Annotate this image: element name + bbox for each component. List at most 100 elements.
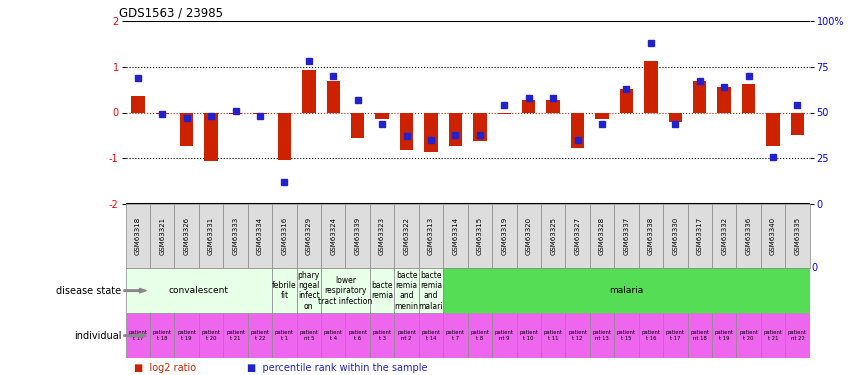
Text: GSM63319: GSM63319 <box>501 217 507 255</box>
Text: patient
t 20: patient t 20 <box>739 330 758 341</box>
Text: febrile
fit: febrile fit <box>272 281 297 300</box>
Bar <box>546 100 560 112</box>
Bar <box>253 112 267 114</box>
Bar <box>321 313 346 358</box>
Text: patient
t 3: patient t 3 <box>372 330 391 341</box>
Bar <box>272 204 296 268</box>
Text: patient
t 18: patient t 18 <box>152 330 171 341</box>
Text: bacte
remia
and
menin: bacte remia and menin <box>395 270 418 311</box>
Bar <box>156 112 169 114</box>
Bar <box>199 313 223 358</box>
Bar <box>736 313 761 358</box>
Bar <box>541 313 565 358</box>
Text: patient
nt 2: patient nt 2 <box>397 330 416 341</box>
Text: GSM63340: GSM63340 <box>770 217 776 255</box>
Bar <box>541 204 565 268</box>
Bar <box>498 112 511 114</box>
Text: patient
t 1: patient t 1 <box>275 330 294 341</box>
Bar <box>766 112 779 146</box>
Bar <box>736 204 761 268</box>
Bar <box>370 313 394 358</box>
Bar <box>346 313 370 358</box>
Text: GSM63331: GSM63331 <box>208 217 214 255</box>
Text: GSM63333: GSM63333 <box>233 217 238 255</box>
Text: phary
ngeal
infect
on: phary ngeal infect on <box>298 270 320 311</box>
Bar <box>424 112 437 153</box>
Bar <box>443 313 468 358</box>
Bar <box>620 88 633 112</box>
Text: patient
t 15: patient t 15 <box>617 330 636 341</box>
Bar <box>468 204 492 268</box>
Text: GSM63335: GSM63335 <box>794 217 800 255</box>
Text: patient
t 17: patient t 17 <box>128 330 147 341</box>
Bar <box>638 204 663 268</box>
Bar <box>761 313 785 358</box>
Text: GSM63332: GSM63332 <box>721 217 727 255</box>
Text: patient
t 11: patient t 11 <box>544 330 563 341</box>
Bar <box>351 112 365 138</box>
Bar <box>688 313 712 358</box>
Text: patient
t 7: patient t 7 <box>446 330 465 341</box>
Bar <box>174 313 199 358</box>
Bar <box>688 204 712 268</box>
Text: patient
t 8: patient t 8 <box>470 330 489 341</box>
Text: GSM63327: GSM63327 <box>575 217 580 255</box>
Bar <box>400 112 413 150</box>
Bar <box>223 313 248 358</box>
Text: GSM63334: GSM63334 <box>257 217 263 255</box>
Bar <box>296 268 321 313</box>
Text: GSM63329: GSM63329 <box>306 217 312 255</box>
Text: GDS1563 / 23985: GDS1563 / 23985 <box>119 6 223 20</box>
Bar <box>321 268 370 313</box>
Bar <box>419 204 443 268</box>
Bar <box>492 313 516 358</box>
Text: patient
nt 5: patient nt 5 <box>300 330 319 341</box>
Bar <box>126 268 272 313</box>
Text: GSM63328: GSM63328 <box>599 217 605 255</box>
Bar <box>644 61 657 112</box>
Bar <box>468 313 492 358</box>
Bar <box>321 204 346 268</box>
Bar <box>571 112 585 148</box>
Text: patient
t 14: patient t 14 <box>422 330 441 341</box>
Bar <box>272 268 296 313</box>
Bar <box>394 204 419 268</box>
Bar <box>785 204 810 268</box>
Bar <box>638 313 663 358</box>
Text: patient
t 12: patient t 12 <box>568 330 587 341</box>
Text: GSM63313: GSM63313 <box>428 217 434 255</box>
Bar <box>296 204 321 268</box>
Text: patient
t 21: patient t 21 <box>764 330 783 341</box>
Bar <box>174 204 199 268</box>
Text: patient
nt 22: patient nt 22 <box>788 330 807 341</box>
Bar <box>229 112 242 114</box>
Bar <box>516 313 541 358</box>
Bar <box>590 313 614 358</box>
Text: GSM63325: GSM63325 <box>550 217 556 255</box>
Bar <box>248 313 272 358</box>
Bar <box>375 112 389 119</box>
Text: patient
t 21: patient t 21 <box>226 330 245 341</box>
Text: malaria: malaria <box>610 286 643 295</box>
Text: patient
t 22: patient t 22 <box>250 330 269 341</box>
Bar <box>204 112 218 161</box>
Text: GSM63330: GSM63330 <box>672 217 678 255</box>
Bar <box>272 313 296 358</box>
Bar <box>590 204 614 268</box>
Text: GSM63336: GSM63336 <box>746 217 752 255</box>
Text: patient
t 19: patient t 19 <box>714 330 734 341</box>
Bar <box>126 204 150 268</box>
Bar <box>370 204 394 268</box>
Bar <box>419 268 443 313</box>
Bar <box>326 81 340 112</box>
Bar <box>761 204 785 268</box>
Bar <box>717 87 731 112</box>
Text: ■  percentile rank within the sample: ■ percentile rank within the sample <box>247 363 427 373</box>
Text: patient
t 17: patient t 17 <box>666 330 685 341</box>
Bar <box>516 204 541 268</box>
Text: GSM63326: GSM63326 <box>184 217 190 255</box>
Text: disease state: disease state <box>56 286 121 296</box>
Bar <box>663 313 688 358</box>
Bar <box>199 204 223 268</box>
Text: GSM63323: GSM63323 <box>379 217 385 255</box>
